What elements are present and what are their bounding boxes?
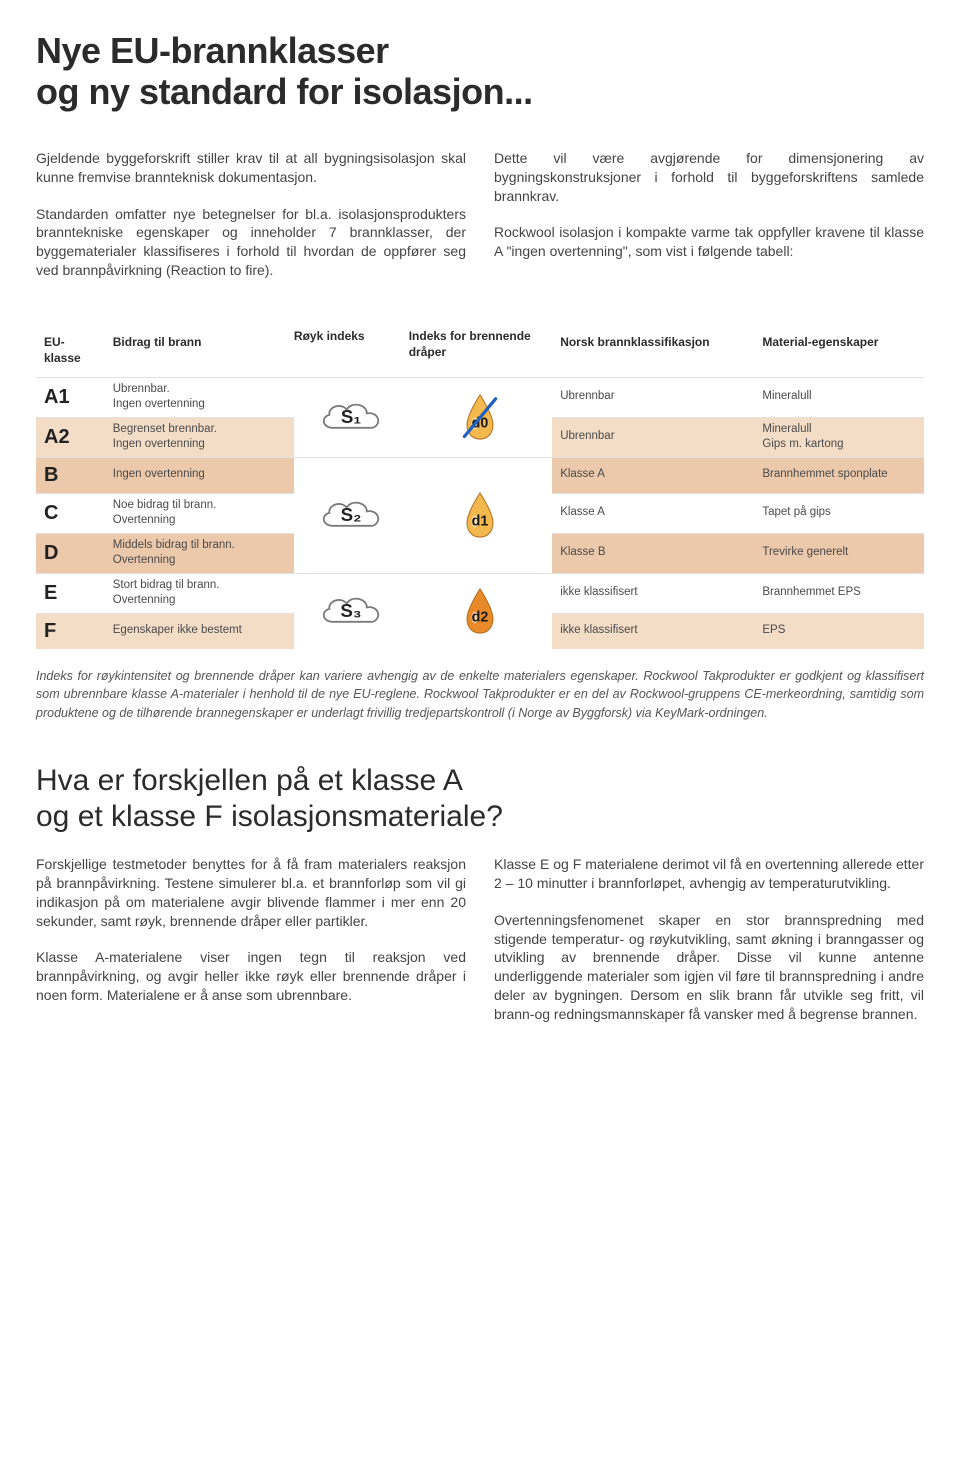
cell-bidrag: Ingen overtenning <box>105 457 294 493</box>
intro-left: Gjeldende byggeforskrift stiller krav ti… <box>36 149 466 298</box>
cell-material: Brannhemmet sponplate <box>754 457 924 493</box>
section2-title-line1: Hva er forskjellen på et klasse A <box>36 764 463 797</box>
intro-right-p1: Dette vil være avgjørende for dimensjone… <box>494 149 924 206</box>
cell-eu-klasse: F <box>36 613 105 649</box>
cell-norsk: ikke klassifisert <box>552 573 754 613</box>
section2-right: Klasse E og F materialene derimot vil få… <box>494 855 924 1042</box>
cell-material: Trevirke generelt <box>754 533 924 573</box>
cell-norsk: Klasse B <box>552 533 754 573</box>
cell-bidrag: Middels bidrag til brann. Overtenning <box>105 533 294 573</box>
eu-class-table: EU-klasse Bidrag til brann Røyk indeks I… <box>36 328 924 649</box>
cell-eu-klasse: B <box>36 457 105 493</box>
intro-right: Dette vil være avgjørende for dimensjone… <box>494 149 924 298</box>
svg-text:S₃: S₃ <box>341 600 362 621</box>
cell-material: Brannhemmet EPS <box>754 573 924 613</box>
smoke-cloud-icon: S₁ <box>315 393 387 441</box>
cell-smoke-icon: S₃ <box>294 573 409 649</box>
section2-title: Hva er forskjellen på et klasse A og et … <box>36 763 924 835</box>
svg-text:d1: d1 <box>472 513 489 529</box>
section2-right-p2: Overtenningsfenomenet skaper en stor bra… <box>494 911 924 1024</box>
cell-eu-klasse: D <box>36 533 105 573</box>
cell-drop-icon: d0 <box>409 377 552 457</box>
svg-text:d2: d2 <box>472 610 489 626</box>
page-title: Nye EU-brannklasser og ny standard for i… <box>36 30 924 113</box>
th-material: Material-egenskaper <box>754 328 924 377</box>
drop-icon: d1 <box>460 489 500 541</box>
section2-right-p1: Klasse E og F materialene derimot vil få… <box>494 855 924 893</box>
cell-drop-icon: d2 <box>409 573 552 649</box>
cell-bidrag: Ubrennbar. Ingen overtenning <box>105 377 294 417</box>
cell-eu-klasse: E <box>36 573 105 613</box>
cell-bidrag: Stort bidrag til brann. Overtenning <box>105 573 294 613</box>
intro-left-p2: Standarden omfatter nye betegnelser for … <box>36 205 466 281</box>
svg-text:S₂: S₂ <box>341 504 362 525</box>
cell-bidrag: Noe bidrag til brann. Overtenning <box>105 493 294 533</box>
cell-norsk: Ubrennbar <box>552 417 754 457</box>
table-row: A1Ubrennbar. Ingen overtenning S₁ d0 Ubr… <box>36 377 924 417</box>
title-line-2: og ny standard for isolasjon... <box>36 71 533 112</box>
cell-smoke-icon: S₂ <box>294 457 409 573</box>
th-draper: Indeks for brennende dråper <box>409 328 552 377</box>
cell-eu-klasse: A1 <box>36 377 105 417</box>
cell-drop-icon: d1 <box>409 457 552 573</box>
cell-material: Mineralull <box>754 377 924 417</box>
section2-left: Forskjellige testmetoder benyttes for å … <box>36 855 466 1042</box>
drop-icon: d0 <box>460 391 500 443</box>
intro-right-p2: Rockwool isolasjon i kompakte varme tak … <box>494 223 924 261</box>
table-caption: Indeks for røykintensitet og brennende d… <box>36 667 924 723</box>
cell-eu-klasse: C <box>36 493 105 533</box>
svg-text:S₁: S₁ <box>341 406 361 427</box>
section2-columns: Forskjellige testmetoder benyttes for å … <box>36 855 924 1042</box>
table-header-row: EU-klasse Bidrag til brann Røyk indeks I… <box>36 328 924 377</box>
cell-norsk: Klasse A <box>552 493 754 533</box>
intro-columns: Gjeldende byggeforskrift stiller krav ti… <box>36 149 924 298</box>
cell-material: EPS <box>754 613 924 649</box>
th-bidrag: Bidrag til brann <box>105 328 294 377</box>
th-norsk: Norsk brannklassifikasjon <box>552 328 754 377</box>
title-line-1: Nye EU-brannklasser <box>36 30 389 71</box>
section2-left-p1: Forskjellige testmetoder benyttes for å … <box>36 855 466 931</box>
cell-material: Tapet på gips <box>754 493 924 533</box>
intro-left-p1: Gjeldende byggeforskrift stiller krav ti… <box>36 149 466 187</box>
cell-bidrag: Begrenset brennbar. Ingen overtenning <box>105 417 294 457</box>
table-row: EStort bidrag til brann. Overtenning S₃ … <box>36 573 924 613</box>
section2-title-line2: og et klasse F isolasjonsmateriale? <box>36 800 503 833</box>
cell-norsk: ikke klassifisert <box>552 613 754 649</box>
th-royk: Røyk indeks <box>294 328 409 377</box>
drop-icon: d2 <box>460 585 500 637</box>
cell-norsk: Ubrennbar <box>552 377 754 417</box>
smoke-cloud-icon: S₃ <box>315 587 387 635</box>
th-eu-klasse: EU-klasse <box>36 328 105 377</box>
table-row: BIngen overtenning S₂ d1 Klasse ABrannhe… <box>36 457 924 493</box>
cell-eu-klasse: A2 <box>36 417 105 457</box>
section2-left-p2: Klasse A-materialene viser ingen tegn ti… <box>36 948 466 1005</box>
cell-bidrag: Egenskaper ikke bestemt <box>105 613 294 649</box>
cell-norsk: Klasse A <box>552 457 754 493</box>
cell-smoke-icon: S₁ <box>294 377 409 457</box>
smoke-cloud-icon: S₂ <box>315 491 387 539</box>
cell-material: Mineralull Gips m. kartong <box>754 417 924 457</box>
